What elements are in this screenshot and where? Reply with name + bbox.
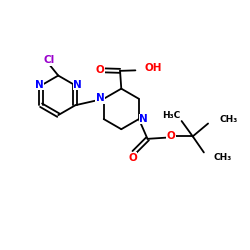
Text: N: N: [96, 93, 104, 103]
Text: CH₃: CH₃: [219, 114, 238, 124]
Text: O: O: [96, 65, 105, 75]
Text: Cl: Cl: [43, 55, 54, 65]
Text: O: O: [128, 153, 137, 163]
Text: H₃C: H₃C: [162, 111, 180, 120]
Text: N: N: [35, 80, 43, 90]
Text: N: N: [139, 114, 148, 124]
Text: N: N: [73, 80, 82, 90]
Text: OH: OH: [144, 64, 162, 74]
Text: O: O: [166, 131, 175, 141]
Text: CH₃: CH₃: [213, 154, 232, 162]
